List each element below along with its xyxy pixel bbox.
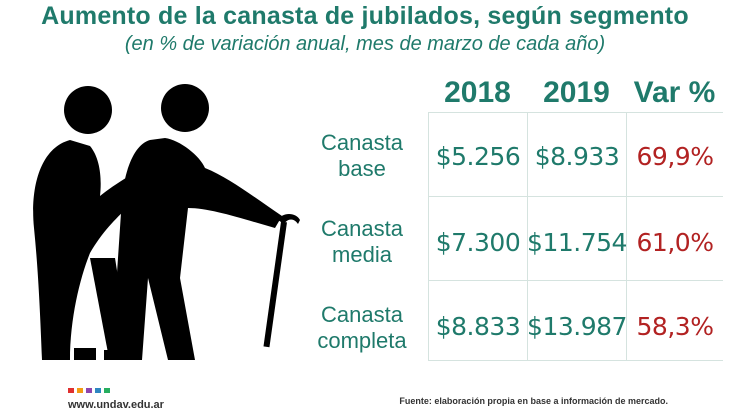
logo-dot — [86, 388, 92, 393]
row-label-canasta-completa: Canasta completa — [317, 302, 407, 353]
table-cell: 58,3% — [636, 312, 714, 341]
page-title: Aumento de la canasta de jubilados, segú… — [41, 2, 689, 30]
column-header-2018: 2018 — [444, 76, 511, 109]
grid-line — [428, 280, 723, 281]
logo-dot — [104, 388, 110, 393]
table-cell: $5.256 — [435, 142, 521, 171]
table-cell: $11.754 — [527, 228, 627, 257]
logo-dots — [68, 388, 110, 393]
website-url: www.undav.edu.ar — [68, 399, 164, 411]
elderly-couple-with-cane-icon — [33, 84, 300, 360]
table-cell: $7.300 — [435, 228, 521, 257]
grid-line — [428, 360, 723, 361]
table-cell: $8.833 — [435, 312, 521, 341]
page-subtitle: (en % de variación anual, mes de marzo d… — [124, 33, 606, 55]
grid-line — [428, 196, 723, 197]
column-header-var: Var % — [633, 76, 716, 109]
grid-line — [428, 112, 723, 113]
source-note: Fuente: elaboración propia en base a inf… — [399, 396, 668, 406]
logo-dot — [68, 388, 74, 393]
logo-dot — [77, 388, 83, 393]
table-cell: 69,9% — [636, 142, 714, 171]
grid-line — [527, 112, 528, 360]
row-label-canasta-media: Canasta media — [321, 216, 403, 267]
table-cell: 61,0% — [636, 228, 714, 257]
row-label-canasta-base: Canasta base — [321, 130, 403, 181]
column-header-2019: 2019 — [543, 76, 610, 109]
table-cell: $13.987 — [527, 312, 627, 341]
grid-line — [428, 112, 429, 360]
logo-dot — [95, 388, 101, 393]
table-cell: $8.933 — [534, 142, 620, 171]
grid-line — [626, 112, 627, 360]
